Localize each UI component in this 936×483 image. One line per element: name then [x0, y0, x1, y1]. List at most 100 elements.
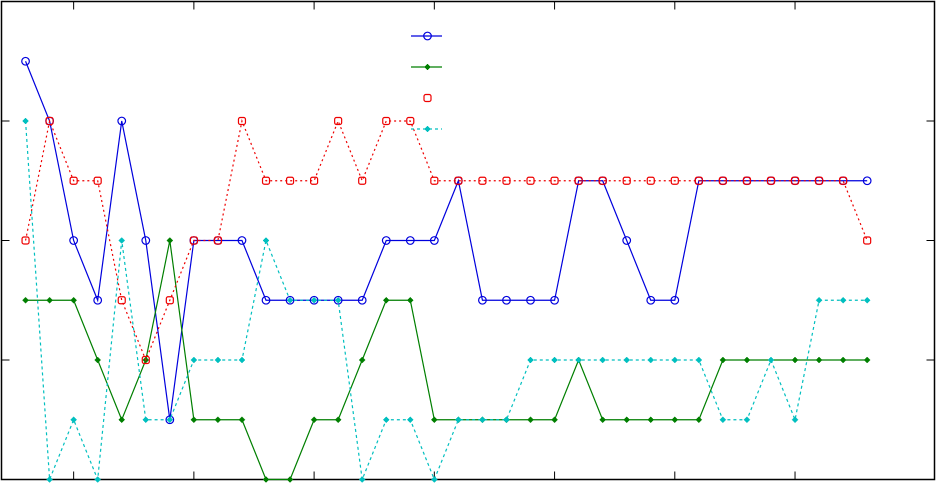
series-3-point	[839, 176, 848, 185]
series-3-point	[165, 296, 174, 305]
series-4	[22, 117, 871, 483]
series-2-point	[94, 356, 102, 364]
series-1-point	[381, 236, 391, 245]
series-2-point	[695, 416, 703, 424]
series-2-point	[358, 356, 366, 364]
series-1-point	[237, 236, 247, 245]
series-4-point	[527, 356, 534, 364]
series-1-point	[622, 236, 632, 245]
series-4-point	[46, 476, 53, 483]
series-4-point	[358, 476, 366, 483]
series-1-point	[285, 295, 295, 305]
series-3-point	[358, 176, 367, 185]
series-4-point	[70, 416, 77, 424]
series-2-point	[214, 416, 222, 424]
series-4-point	[767, 356, 775, 364]
series-1-point	[429, 236, 439, 245]
series-3-point	[646, 176, 655, 185]
series-4-point	[310, 296, 318, 304]
series-4-point	[839, 296, 847, 304]
series-2-point	[70, 296, 77, 304]
series-2-line	[25, 240, 868, 481]
series-4-point	[214, 356, 222, 364]
series-1-point	[405, 236, 415, 245]
series-4-point	[94, 476, 102, 483]
series-3-point	[622, 176, 631, 185]
series-3-point	[69, 176, 78, 185]
series-1-point	[261, 295, 271, 305]
series-2-point	[527, 416, 534, 424]
series-4-point	[551, 356, 558, 364]
series-1-point	[670, 295, 680, 305]
series-2-point	[118, 416, 126, 424]
series-4-point	[406, 416, 414, 424]
series-4-point	[791, 416, 799, 424]
series-4-point	[647, 356, 655, 364]
series-2-point	[815, 356, 823, 364]
series-4-point	[719, 416, 727, 424]
series-3-point	[574, 176, 583, 185]
series-4-point	[503, 416, 510, 424]
series-layer	[21, 56, 872, 483]
series-3-point	[526, 176, 535, 185]
series-4-point	[863, 296, 871, 304]
series-2-point	[719, 356, 727, 364]
series-3-point	[502, 176, 511, 185]
series-4-point	[815, 296, 823, 304]
series-3-point	[93, 176, 102, 185]
series-1-point	[502, 295, 511, 305]
series-3-point	[598, 176, 607, 185]
series-1-line	[24, 61, 868, 420]
series-3-point	[550, 176, 559, 185]
series-1-point	[93, 295, 103, 305]
series-3-point	[694, 176, 703, 185]
series-2-point	[430, 416, 438, 424]
series-2-point	[791, 356, 799, 364]
series-3-point	[454, 176, 463, 185]
series-1-point	[357, 295, 367, 305]
series-4-point	[455, 416, 462, 424]
series-3-point	[334, 116, 343, 126]
series-4-point	[190, 356, 198, 364]
series-2-point	[166, 237, 174, 244]
series-2-point	[382, 296, 390, 304]
series-1-point	[478, 295, 487, 305]
legend-marker	[423, 93, 432, 103]
series-4-point	[166, 416, 174, 424]
series-1-point	[141, 236, 151, 245]
series-4-point	[118, 237, 126, 244]
series-2-point	[22, 296, 29, 304]
series-3-point	[285, 176, 295, 185]
series-2-point	[599, 416, 607, 424]
series-4-point	[479, 416, 486, 424]
series-4-point	[743, 416, 751, 424]
legend	[411, 31, 442, 133]
legend-entry-1	[411, 31, 442, 41]
series-4-point	[671, 356, 679, 364]
series-4-point	[575, 356, 582, 364]
series-2-point	[190, 416, 198, 424]
series-1-point	[117, 116, 127, 126]
series-3-point	[790, 176, 800, 185]
series-2-point	[286, 476, 294, 483]
series-3-point	[261, 176, 271, 185]
series-1-point	[309, 295, 319, 305]
series-4-point	[334, 296, 342, 304]
series-1	[21, 56, 872, 425]
legend-entry-2	[411, 63, 442, 71]
series-2-point	[262, 476, 270, 483]
series-1-point	[333, 295, 343, 305]
series-3-point	[670, 176, 679, 185]
series-2-point	[863, 356, 871, 364]
series-2-point	[334, 416, 342, 424]
series-2-point	[551, 416, 558, 424]
series-1-point	[21, 56, 30, 66]
series-4-point	[286, 296, 294, 304]
series-4-point	[695, 356, 703, 364]
series-2-point	[46, 296, 53, 304]
legend-entry-3	[423, 93, 432, 103]
series-3-point	[237, 116, 247, 126]
